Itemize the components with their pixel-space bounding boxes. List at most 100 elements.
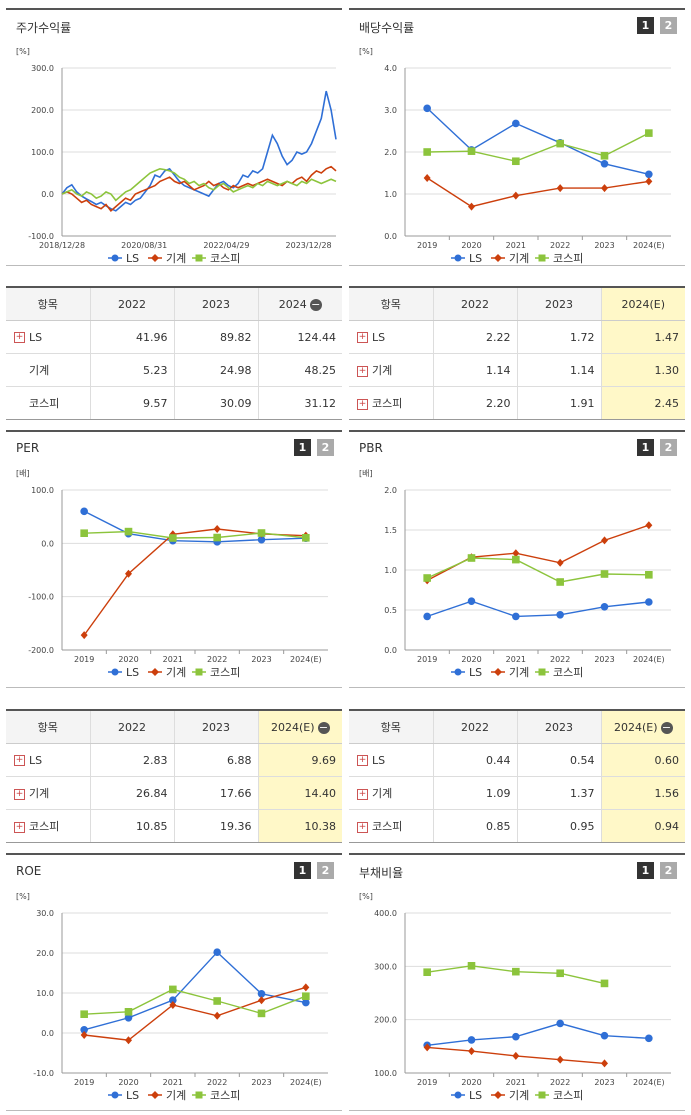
- data-point: [601, 1059, 608, 1068]
- chart-toggle-button-2[interactable]: 2: [660, 17, 677, 34]
- chart-toggle-button-2[interactable]: 2: [317, 862, 334, 879]
- table-header: 항목: [6, 710, 90, 744]
- table-cell: 0.60: [600, 743, 685, 777]
- x-tick-label: 2018/12/28: [39, 241, 85, 250]
- chart-toggle-button-2[interactable]: 2: [660, 439, 677, 456]
- table-row: + 코스피 0.85 0.95 0.94: [349, 809, 685, 843]
- data-point: [213, 1011, 221, 1020]
- y-tick-label: 0.0: [384, 646, 397, 655]
- legend-label: 기계: [509, 666, 529, 679]
- chart-toggle-button-1[interactable]: 1: [637, 439, 654, 456]
- y-tick-label: 30.0: [36, 909, 54, 918]
- x-tick-label: 2023/12/28: [286, 241, 332, 250]
- data-point: [80, 1026, 88, 1034]
- data-point: [467, 597, 476, 605]
- data-point: [645, 571, 653, 579]
- table-cell: 41.96: [89, 320, 174, 354]
- expand-icon[interactable]: +: [14, 821, 25, 833]
- data-point: [257, 1009, 266, 1018]
- chart-title: 배당수익률: [359, 21, 415, 35]
- c1-chart-panel: 주가수익률 [%] 300.0 200.0 100.0 0.0 -100.0 2018/12/…: [6, 8, 342, 266]
- x-tick-label: 2022: [550, 655, 570, 664]
- expand-icon[interactable]: +: [357, 365, 368, 377]
- data-point: [257, 529, 266, 537]
- legend-marker: [195, 1091, 203, 1099]
- data-point: [556, 139, 564, 148]
- chart-toggle-button-1[interactable]: 1: [294, 439, 311, 456]
- data-point: [600, 151, 609, 160]
- y-unit-label: [배]: [16, 469, 30, 478]
- legend-marker: [494, 254, 502, 262]
- x-tick-label: 2024(E): [290, 1078, 322, 1087]
- table-cell: 0.85: [432, 809, 517, 843]
- table-cell: 30.09: [173, 386, 258, 420]
- row-label: + 기계: [349, 776, 433, 810]
- chart-toggle-button-1[interactable]: 1: [637, 17, 654, 34]
- y-tick-label: 3.0: [384, 106, 397, 115]
- data-point: [258, 996, 265, 1005]
- table-cell: 1.91: [516, 386, 601, 420]
- expand-icon[interactable]: +: [357, 755, 368, 766]
- x-tick-label: 2022: [550, 1078, 570, 1087]
- expand-icon[interactable]: +: [357, 332, 368, 343]
- legend-marker: [494, 1091, 502, 1099]
- y-tick-label: 0.0: [41, 190, 54, 199]
- series-line-코스피: [61, 167, 337, 202]
- data-point: [556, 578, 564, 586]
- table-header: 2024(E) −: [600, 710, 685, 744]
- expand-icon[interactable]: +: [357, 788, 368, 800]
- expand-icon[interactable]: +: [14, 788, 25, 800]
- data-point: [600, 570, 609, 578]
- table-row: + LS 2.83 6.88 9.69: [6, 743, 342, 777]
- data-point: [512, 119, 520, 128]
- data-point: [556, 184, 564, 193]
- t2-data-table: 항목 2022 2023 2024(E) + LS 2.22 1.72 1.47 + 기계 1.14 1…: [349, 286, 685, 420]
- series-line-LS: [84, 951, 306, 1031]
- chart-toggle-button-2[interactable]: 2: [317, 439, 334, 456]
- legend-label: 기계: [509, 1089, 529, 1102]
- legend-label: LS: [469, 1089, 482, 1102]
- legend-label: LS: [469, 666, 482, 679]
- y-tick-label: -200.0: [28, 646, 54, 655]
- y-tick-label: 100.0: [374, 1069, 397, 1078]
- collapse-icon[interactable]: −: [309, 297, 322, 311]
- series-line-LS: [426, 600, 649, 618]
- data-point: [124, 1008, 133, 1016]
- legend-marker: [454, 254, 462, 262]
- chart-toggle-button-2[interactable]: 2: [660, 862, 677, 879]
- collapse-icon[interactable]: −: [317, 720, 330, 734]
- row-label: + LS: [6, 743, 90, 777]
- table-header: 2024(E): [600, 287, 685, 321]
- expand-icon[interactable]: +: [357, 398, 368, 410]
- expand-icon[interactable]: +: [14, 332, 25, 343]
- table-header: 2022: [432, 710, 517, 744]
- collapse-icon[interactable]: −: [660, 720, 673, 734]
- table-cell: 1.47: [600, 320, 685, 354]
- chart-title: PER: [16, 441, 40, 455]
- x-tick-label: 2020: [461, 655, 481, 664]
- y-unit-label: [%]: [16, 892, 30, 901]
- legend-label: 기계: [166, 252, 186, 265]
- data-point: [600, 603, 609, 611]
- data-point: [645, 1034, 653, 1043]
- y-tick-label: 2.0: [384, 486, 397, 495]
- chart-toggle-button-1[interactable]: 1: [637, 862, 654, 879]
- y-tick-label: 100.0: [31, 486, 54, 495]
- y-tick-label: 10.0: [36, 989, 54, 998]
- chart-toggle-button-1[interactable]: 1: [294, 862, 311, 879]
- y-tick-label: -100.0: [28, 593, 54, 602]
- table-row: + 기계 1.14 1.14 1.30: [349, 353, 685, 387]
- data-point: [600, 159, 609, 168]
- table-row: + 코스피 2.20 1.91 2.45: [349, 386, 685, 420]
- x-tick-label: 2020: [118, 1078, 138, 1087]
- data-point: [169, 985, 177, 994]
- expand-icon[interactable]: +: [14, 755, 25, 766]
- legend-label: LS: [469, 252, 482, 265]
- table-header: 2023: [516, 710, 601, 744]
- x-tick-label: 2022: [207, 655, 227, 664]
- x-tick-label: 2021: [506, 655, 526, 664]
- expand-icon[interactable]: +: [357, 821, 368, 833]
- table-cell: 1.56: [600, 776, 685, 810]
- table-header: 2023: [173, 710, 258, 744]
